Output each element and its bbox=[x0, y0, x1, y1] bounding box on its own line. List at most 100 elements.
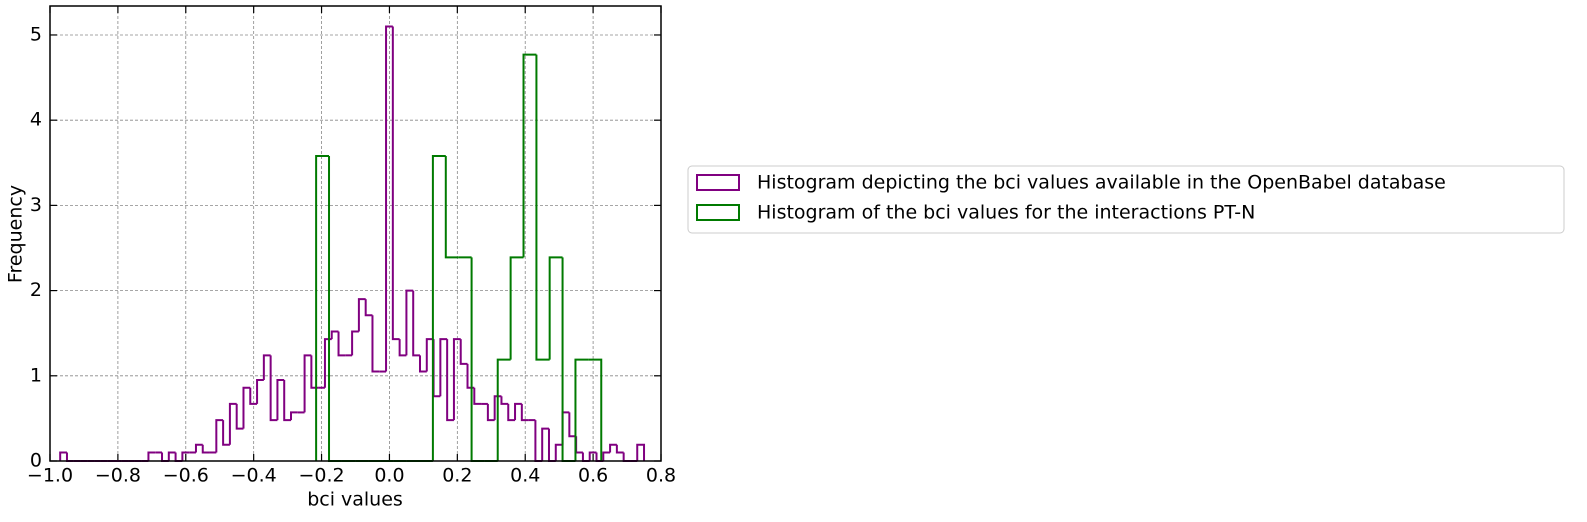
histogram-bin bbox=[452, 338, 461, 421]
histogram-bin bbox=[235, 403, 244, 430]
histogram-bin bbox=[459, 339, 468, 365]
histogram-bin bbox=[496, 358, 511, 461]
histogram-bin bbox=[412, 290, 420, 357]
plot-frame bbox=[49, 5, 662, 462]
histogram-bin bbox=[249, 387, 258, 405]
x-tick-label: −0.8 bbox=[95, 465, 141, 487]
histogram-bin bbox=[507, 403, 516, 422]
histogram-bin bbox=[242, 386, 251, 429]
histogram-bin bbox=[222, 420, 230, 446]
legend-patch bbox=[696, 204, 740, 221]
x-tick-label: −0.4 bbox=[231, 465, 277, 487]
histogram-bin bbox=[328, 155, 342, 462]
histogram-bin bbox=[228, 402, 237, 445]
x-tick-label: −1.0 bbox=[27, 465, 73, 487]
histogram-bin bbox=[398, 339, 407, 357]
histogram-bin bbox=[581, 452, 590, 462]
histogram-bin bbox=[357, 298, 366, 332]
histogram-bin bbox=[547, 428, 556, 462]
histogram-bin bbox=[181, 451, 190, 461]
histogram-bin bbox=[290, 411, 298, 421]
histogram-bin bbox=[371, 315, 380, 373]
histogram-bin bbox=[337, 331, 346, 357]
x-tick-label: 0.6 bbox=[578, 465, 608, 487]
histogram-bin bbox=[574, 358, 589, 461]
histogram-bin bbox=[161, 452, 169, 462]
histogram-bin bbox=[330, 330, 339, 340]
histogram-bin bbox=[493, 395, 502, 421]
histogram-bin bbox=[262, 354, 271, 381]
histogram-bin bbox=[554, 443, 563, 461]
histogram-bin bbox=[310, 355, 319, 389]
legend-patch bbox=[696, 174, 740, 191]
histogram-bin bbox=[444, 155, 459, 259]
histogram-bin bbox=[439, 338, 448, 397]
histogram-bin bbox=[622, 452, 631, 462]
histogram-bin bbox=[595, 452, 604, 462]
x-tick-label: −0.2 bbox=[298, 465, 344, 487]
histogram-bin bbox=[201, 444, 210, 454]
histogram-bin bbox=[385, 25, 393, 372]
y-tick-label: 0 bbox=[30, 450, 42, 472]
histogram-bin bbox=[514, 402, 522, 421]
histogram-bin bbox=[615, 444, 624, 454]
histogram-bin bbox=[541, 427, 549, 461]
histogram-bin bbox=[522, 53, 537, 258]
histogram-bin bbox=[509, 256, 524, 360]
histogram-bin bbox=[470, 257, 485, 462]
histogram-bin bbox=[446, 339, 454, 422]
x-axis-label: bci values bbox=[307, 489, 403, 511]
y-tick-label: 1 bbox=[30, 364, 42, 386]
histogram-bin bbox=[391, 26, 400, 341]
histogram-bin bbox=[405, 289, 414, 356]
x-tick-label: 0.4 bbox=[510, 465, 540, 487]
histogram-bin bbox=[432, 339, 441, 398]
histogram-bin bbox=[486, 403, 495, 422]
y-tick-label: 2 bbox=[30, 279, 42, 301]
y-axis-label: Frequency bbox=[5, 185, 27, 283]
histogram-bin bbox=[215, 419, 224, 453]
x-tick-label: 0.8 bbox=[646, 465, 676, 487]
legend bbox=[687, 165, 1565, 234]
x-tick-label: 0.2 bbox=[442, 465, 472, 487]
histogram-bin bbox=[535, 54, 550, 361]
histogram-bin bbox=[303, 354, 312, 413]
histogram-bin bbox=[59, 451, 67, 461]
histogram-bin bbox=[588, 358, 603, 461]
histogram-bin bbox=[283, 380, 292, 422]
histogram-bin bbox=[147, 451, 156, 461]
histogram-bin bbox=[425, 338, 434, 372]
legend-label: Histogram of the bci values for the inte… bbox=[757, 202, 1255, 224]
y-tick-label: 5 bbox=[30, 23, 42, 45]
histogram-bin bbox=[575, 436, 583, 454]
histogram-bin bbox=[167, 451, 176, 461]
histogram-bin bbox=[588, 451, 597, 461]
histogram-bin bbox=[364, 299, 373, 317]
histogram-bin bbox=[431, 154, 446, 461]
histogram-bin bbox=[65, 452, 74, 462]
x-tick-label: −0.6 bbox=[163, 465, 209, 487]
histogram-bin bbox=[534, 420, 543, 462]
histogram-bin bbox=[636, 443, 646, 461]
histogram-bin bbox=[418, 355, 427, 373]
histogram-bin bbox=[500, 396, 509, 405]
y-tick-label: 3 bbox=[30, 194, 42, 216]
histogram-bin bbox=[351, 330, 359, 356]
legend-label: Histogram depicting the bci values avail… bbox=[757, 172, 1446, 194]
histogram-bin bbox=[568, 412, 577, 438]
histogram-bin bbox=[276, 379, 285, 421]
histogram-bin bbox=[520, 403, 529, 422]
histogram-bin bbox=[548, 256, 563, 360]
histogram-bin bbox=[602, 451, 611, 461]
x-tick-label: 0.0 bbox=[374, 465, 404, 487]
y-tick-label: 4 bbox=[30, 109, 42, 131]
histogram-bin bbox=[609, 443, 617, 453]
histogram-bin bbox=[256, 379, 264, 404]
histogram-bin bbox=[473, 387, 482, 405]
histogram-bin bbox=[315, 154, 330, 461]
histogram-bin bbox=[174, 452, 183, 462]
histogram-bin bbox=[269, 355, 278, 422]
histogram-bin bbox=[194, 443, 203, 453]
histogram-bin bbox=[561, 411, 570, 445]
